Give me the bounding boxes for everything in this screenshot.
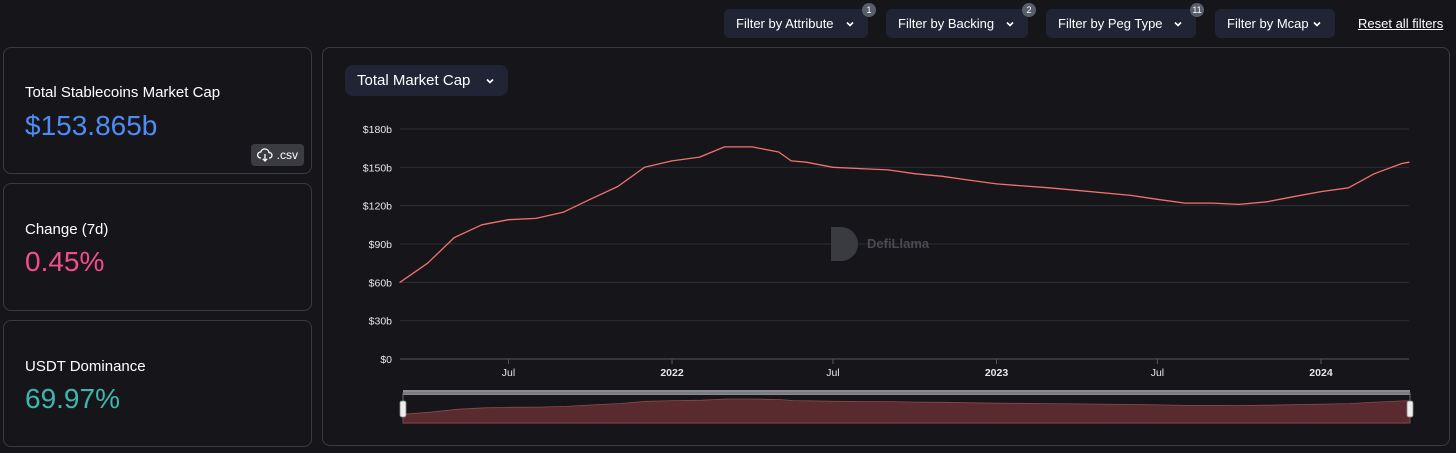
y-tick-label: $150b — [363, 162, 392, 174]
data-point — [671, 160, 673, 162]
data-point — [1401, 162, 1403, 165]
data-point — [805, 161, 807, 163]
filter-backing-badge: 2 — [1022, 3, 1036, 17]
csv-label: .csv — [276, 148, 298, 162]
chevron-down-icon — [486, 78, 494, 84]
data-point — [1211, 202, 1214, 204]
defillama-watermark: DefiLlama — [831, 227, 930, 261]
data-point — [1238, 203, 1240, 205]
filter-mcap-button[interactable]: Filter by Mcap — [1215, 9, 1335, 38]
data-point — [1075, 189, 1078, 191]
chevron-down-icon — [1313, 21, 1321, 27]
data-point — [481, 224, 483, 226]
data-point — [914, 173, 916, 175]
series-line — [399, 146, 1410, 283]
data-point — [617, 185, 619, 188]
y-tick-label: $180b — [363, 124, 392, 136]
data-point — [1184, 202, 1186, 204]
chart-panel: $0 $30b $60b $90b $120b $150b $180b Jul 2022 Jul 2… — [322, 47, 1450, 446]
dominance-value: 69.97% — [25, 383, 120, 414]
filter-attribute-badge: 1 — [862, 3, 876, 17]
market-cap-card: Total Stablecoins Market Cap $153.865b .… — [3, 47, 312, 174]
change-card: Change (7d) 0.45% — [3, 183, 312, 311]
filter-bar: Filter by Attribute 1 Filter by Backing … — [0, 3, 1456, 38]
data-point — [1292, 196, 1294, 198]
x-tick-label: 2024 — [1309, 367, 1333, 379]
chevron-down-icon — [1174, 21, 1182, 27]
data-point — [968, 179, 970, 181]
x-tick-label: Jul — [1151, 367, 1164, 379]
filter-backing-button[interactable]: Filter by Backing 2 — [886, 3, 1036, 38]
filter-peg-type-badge: 11 — [1190, 3, 1204, 17]
y-tick-label: $90b — [369, 239, 393, 251]
data-point — [1130, 194, 1132, 196]
data-point — [1373, 173, 1375, 175]
market-cap-value: $153.865b — [25, 110, 158, 141]
x-tick-label: Jul — [826, 367, 839, 379]
y-tick-label: $30b — [369, 316, 393, 328]
data-point — [751, 146, 753, 148]
metric-select[interactable]: Total Market Cap — [345, 65, 509, 96]
range-handle-right[interactable] — [1406, 400, 1414, 418]
data-point — [535, 217, 537, 219]
filter-peg-type-label: Filter by Peg Type — [1058, 16, 1163, 31]
download-csv-button[interactable]: .csv — [250, 144, 304, 166]
range-handle-left[interactable] — [399, 400, 407, 418]
data-point — [790, 160, 792, 162]
filter-peg-type-button[interactable]: Filter by Peg Type 11 — [1046, 3, 1204, 38]
range-slider-area — [402, 398, 1411, 424]
filter-mcap-label: Filter by Mcap — [1227, 16, 1309, 31]
data-point — [643, 166, 646, 168]
llama-logo-icon — [831, 227, 858, 261]
data-point — [995, 183, 998, 185]
y-tick-label: $120b — [363, 201, 392, 213]
reset-filters-link[interactable]: Reset all filters — [1358, 16, 1444, 31]
data-point — [1048, 187, 1050, 189]
data-point — [887, 169, 889, 171]
data-point — [1320, 191, 1322, 193]
market-cap-label: Total Stablecoins Market Cap — [25, 84, 221, 101]
metric-select-label: Total Market Cap — [357, 72, 471, 89]
change-label: Change (7d) — [25, 221, 109, 238]
data-point — [941, 175, 943, 177]
data-point — [832, 166, 834, 168]
market-cap-chart: $0 $30b $60b $90b $120b $150b $180b Jul 2022 Jul 2… — [363, 124, 1414, 424]
watermark-text: DefiLlama — [867, 236, 930, 251]
data-point — [1266, 201, 1268, 203]
data-point — [778, 151, 780, 153]
data-point — [859, 168, 862, 170]
dominance-card: USDT Dominance 69.97% — [3, 320, 312, 447]
filter-attribute-button[interactable]: Filter by Attribute 1 — [724, 3, 876, 38]
chevron-down-icon — [1006, 21, 1014, 27]
data-point — [399, 281, 401, 283]
data-point — [1156, 198, 1158, 200]
data-point — [563, 211, 565, 213]
chevron-down-icon — [846, 21, 854, 27]
cloud-download-icon — [256, 148, 273, 162]
data-point — [453, 237, 455, 239]
data-point — [723, 146, 726, 148]
data-point — [699, 156, 701, 158]
x-tick-label: Jul — [502, 367, 515, 379]
data-point — [1408, 161, 1410, 163]
filter-backing-label: Filter by Backing — [898, 16, 995, 31]
y-tick-label: $0 — [380, 354, 392, 366]
data-point — [427, 262, 429, 264]
change-value: 0.45% — [25, 246, 105, 277]
filter-attribute-label: Filter by Attribute — [736, 16, 834, 31]
data-point — [507, 219, 510, 221]
dominance-label: USDT Dominance — [25, 358, 146, 375]
x-tick-label: 2022 — [660, 367, 684, 379]
data-point — [1347, 187, 1350, 189]
data-point — [589, 198, 591, 200]
y-tick-label: $60b — [369, 277, 393, 289]
x-tick-label: 2023 — [985, 367, 1009, 379]
